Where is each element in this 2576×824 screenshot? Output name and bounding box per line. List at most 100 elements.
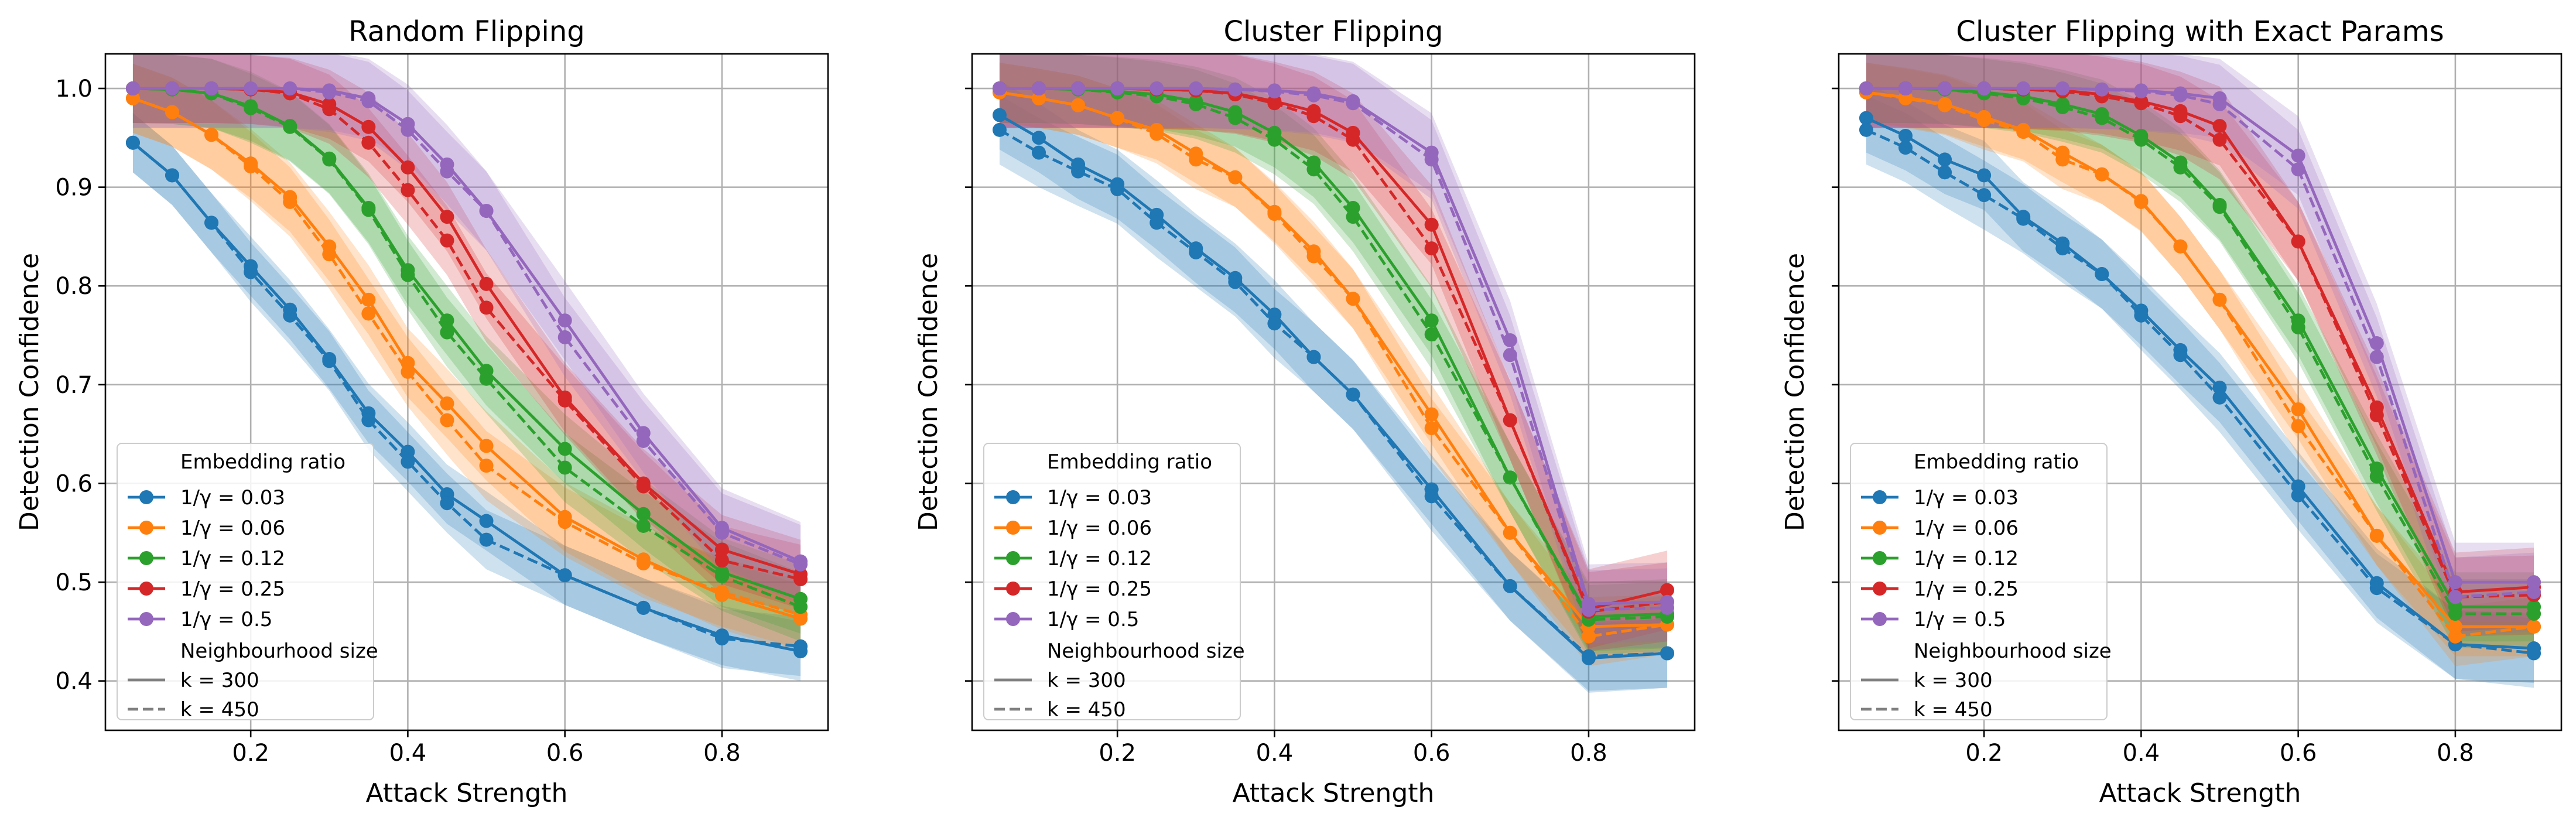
data-point: [1267, 96, 1282, 111]
data-point: [1859, 81, 1873, 96]
data-point: [2212, 119, 2227, 134]
data-point: [1503, 579, 1517, 593]
data-point: [1859, 122, 1873, 137]
legend-entry-label: k = 450: [180, 698, 259, 722]
series-line-k450: [1865, 128, 2534, 655]
data-point: [2134, 132, 2149, 147]
data-point: [440, 413, 454, 428]
confidence-band: [1866, 54, 2534, 622]
series-line-k450: [132, 97, 801, 617]
data-point: [2527, 646, 2541, 661]
ticks: 0.2 0.4 0.6 0.8: [965, 87, 1607, 767]
data-point: [793, 572, 808, 587]
data-point: [557, 330, 572, 344]
data-point: [557, 515, 572, 529]
legend-entry-label: 1/γ = 0.5: [1914, 608, 2006, 631]
data-point: [1306, 109, 1321, 124]
data-point: [125, 91, 140, 105]
chart-panel-1: 0.2 0.4 0.6 0.8 0.4 0.5 0.6 0.7 0.8 0.9 1.0 Random …: [15, 15, 829, 808]
data-point: [479, 439, 494, 453]
data-point: [2212, 200, 2227, 214]
legend-swatch-marker: [1006, 551, 1020, 565]
x-tick-label: 0.6: [1413, 740, 1451, 767]
data-point: [1424, 489, 1439, 504]
data-point: [2016, 211, 2031, 226]
x-tick-label: 0.4: [1256, 740, 1294, 767]
data-point: [283, 308, 297, 323]
data-point: [1228, 111, 1243, 125]
legend-box: [983, 443, 1241, 720]
data-point: [2095, 167, 2109, 182]
data-point: [1977, 188, 1992, 203]
data-point: [2212, 132, 2227, 147]
data-point: [2173, 160, 2188, 175]
legend: Embedding ratio 1/γ = 0.03 1/γ = 0.06 1/γ =…: [983, 443, 1245, 722]
axes-frame: [104, 53, 829, 731]
legend-entry-label: 1/γ = 0.03: [1047, 486, 1152, 510]
data-point: [2369, 581, 2384, 596]
data-point: [1503, 348, 1517, 363]
data-point: [322, 152, 337, 167]
legend-entry-label: 1/γ = 0.12: [1047, 547, 1152, 570]
data-point: [2291, 419, 2305, 433]
data-point: [2173, 88, 2188, 102]
data-point: [479, 459, 494, 473]
data-point: [244, 81, 258, 96]
legend-title-embedding: Embedding ratio: [1047, 450, 1212, 474]
data-point: [361, 119, 376, 134]
data-point: [636, 507, 651, 521]
confidence-band: [1866, 63, 2534, 666]
data-point: [1581, 649, 1596, 664]
confidence-band: [1866, 63, 2534, 657]
data-point: [2055, 81, 2070, 96]
x-tick-label: 0.4: [2123, 740, 2160, 767]
confidence-band: [132, 113, 801, 681]
data-point: [2134, 308, 2149, 323]
confidence-band: [999, 80, 1668, 693]
confidence-band: [132, 113, 801, 676]
data-point: [1306, 88, 1321, 102]
legend-swatch-marker: [139, 612, 153, 626]
legend: Embedding ratio 1/γ = 0.03 1/γ = 0.06 1/γ =…: [1850, 443, 2112, 722]
chart-title: Cluster Flipping with Exact Params: [1956, 15, 2444, 48]
data-point: [361, 135, 376, 150]
data-point: [1503, 333, 1517, 347]
legend-swatch-marker: [1873, 612, 1887, 626]
data-point: [1938, 81, 1952, 96]
data-point: [636, 433, 651, 448]
data-point: [636, 556, 651, 571]
chart-panel-2: 0.2 0.4 0.6 0.8 Cluster Flipping Attack Stren…: [914, 15, 1696, 808]
data-point: [1032, 91, 1046, 105]
legend-swatch-marker: [1006, 521, 1020, 535]
data-point: [1150, 216, 1164, 230]
x-tick-label: 0.2: [1965, 740, 2003, 767]
data-point: [1189, 81, 1203, 96]
data-point: [1110, 182, 1125, 196]
confidence-band: [999, 54, 1668, 652]
data-point: [1424, 241, 1439, 256]
data-point: [440, 164, 454, 179]
data-point: [1306, 249, 1321, 264]
data-point: [793, 600, 808, 614]
data-point: [992, 81, 1007, 96]
legend-swatch-marker: [1006, 582, 1020, 596]
confidence-band: [1866, 54, 2534, 632]
data-point: [479, 514, 494, 528]
data-point: [479, 204, 494, 218]
y-tick-label: 0.4: [55, 668, 93, 695]
data-point: [2291, 488, 2305, 502]
legend-swatch-marker: [1006, 612, 1020, 626]
legend-swatch-marker: [139, 551, 153, 565]
data-point: [1581, 629, 1596, 644]
plot-data: [992, 54, 1675, 693]
data-point: [361, 306, 376, 321]
data-point: [2212, 292, 2227, 307]
data-point: [322, 354, 337, 368]
data-point: [2527, 575, 2541, 590]
data-point: [2291, 148, 2305, 163]
y-tick-label: 0.5: [55, 569, 93, 596]
data-point: [440, 210, 454, 224]
data-point: [2291, 402, 2305, 417]
x-tick-label: 0.6: [546, 740, 584, 767]
data-point: [1660, 600, 1675, 615]
